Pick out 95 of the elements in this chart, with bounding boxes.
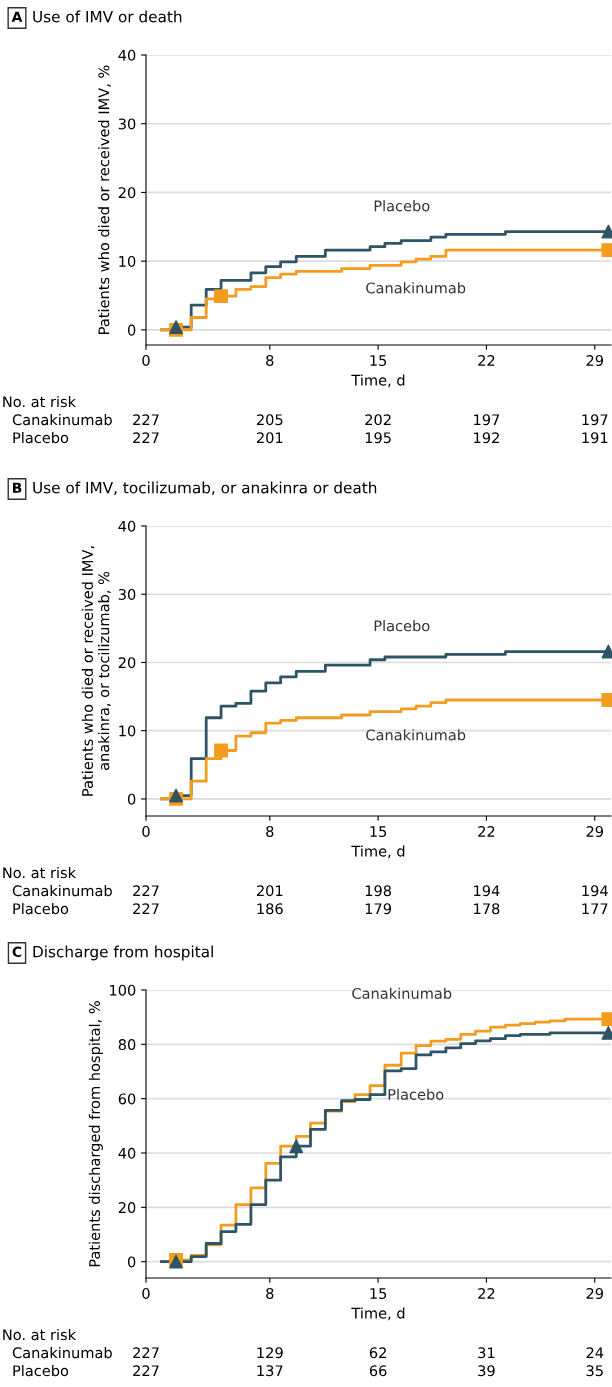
point [601,224,612,239]
text: 62 [369,1347,386,1359]
y-tick-label: 10 [119,255,136,267]
text: 186 [257,903,283,915]
text: 194 [474,885,500,897]
y-tick-label: 30 [118,588,136,600]
text: 66 [369,1365,387,1377]
text: No. at risk [3,866,77,879]
y-tick-label: 0 [127,324,136,336]
series-label: Canakinumab [366,282,466,294]
x-tick-label: 15 [370,1288,387,1300]
x-axis-title: Time, d [351,374,405,388]
text: Canakinumab [352,987,452,999]
y-tick-label: 20 [118,657,136,669]
text: Placebo [13,902,69,915]
point [214,289,228,304]
text: A [11,11,23,22]
point [214,743,228,758]
text: 192 [474,432,499,444]
text: 227 [133,903,159,915]
text: Canakinumab [12,1346,112,1359]
y-tick-label: 40 [118,1147,136,1159]
series-label: Placebo [388,1088,444,1100]
y-tick-label: 80 [118,1039,136,1051]
y-tick-label: 60 [118,1093,136,1105]
y-tick-label: 40 [118,49,136,61]
y-tick-label: 0 [127,1256,136,1268]
text: 198 [365,885,392,897]
y-axis-title: Patients discharged from hospital, % [88,1001,103,1267]
text: B [12,482,22,493]
series-label: Placebo [374,620,430,632]
point [601,644,612,659]
x-tick-label: 15 [370,355,387,367]
text: 201 [256,885,283,897]
text: 205 [256,414,283,426]
point [169,788,183,803]
x-axis-title: Time, d [351,845,405,859]
text: Canakinumab [12,884,112,897]
text: 178 [474,903,500,915]
text: No. at risk [3,395,77,408]
x-axis-title: Time, d [351,1307,405,1321]
x-tick-label: 8 [266,825,274,838]
x-tick-label: 22 [478,1287,495,1299]
x-tick-label: 8 [266,354,274,367]
y-tick-label: 0 [127,793,136,805]
x-tick-label: 0 [142,1287,150,1300]
text: 31 [478,1347,495,1359]
text: No. at risk [3,1328,77,1341]
y-tick-label: 10 [119,725,136,737]
text: 195 [365,432,391,444]
text: 201 [256,432,283,444]
y-tick-label: 20 [118,187,136,199]
y-tick-label: 20 [118,1202,136,1214]
x-tick-label: 29 [586,1287,604,1300]
text: 202 [365,414,391,426]
series-label: Canakinumab [366,729,466,741]
y-axis-title: Patients who died or received IMV, anakinra, or tocilizumab, % [81,546,111,796]
text: 35 [586,1365,603,1377]
x-tick-label: 8 [266,1287,274,1300]
text: 191 [582,432,608,444]
text: 227 [133,1347,159,1359]
text: 129 [257,1347,283,1359]
y-axis-title: Patients who died or received IMV, % [98,65,111,334]
text: 227 [133,414,159,426]
text: 227 [133,1365,159,1377]
point [289,1139,304,1154]
series-label: Placebo [374,200,430,212]
text: 177 [582,903,608,915]
x-tick-label: 22 [478,825,495,837]
text: 179 [365,903,392,915]
text: 39 [478,1365,495,1377]
y-tick-label: 30 [118,118,136,130]
text: 194 [582,885,608,897]
text: 227 [133,432,159,444]
chart-title: Use of IMV or death [33,10,182,23]
x-tick-label: 29 [586,825,604,838]
text: 227 [133,885,159,897]
x-tick-label: 0 [142,354,150,367]
x-tick-label: 22 [478,354,495,366]
text: 137 [257,1365,283,1377]
chart-title: Use of IMV, tocilizumab, or anakinra or death [33,481,377,495]
x-tick-label: 15 [370,826,387,838]
y-tick-label: 40 [118,520,136,532]
text: 197 [474,414,500,426]
text: Canakinumab [12,413,112,426]
y-tick-label: 100 [110,984,136,996]
text: Placebo [13,1364,69,1377]
chart-title: Discharge from hospital [33,945,213,961]
text: Placebo [13,431,69,444]
x-tick-label: 0 [142,825,150,838]
text: 197 [582,414,608,426]
point [601,1012,612,1026]
text: 24 [586,1347,604,1359]
x-tick-label: 29 [586,354,604,367]
text: C [12,946,22,958]
